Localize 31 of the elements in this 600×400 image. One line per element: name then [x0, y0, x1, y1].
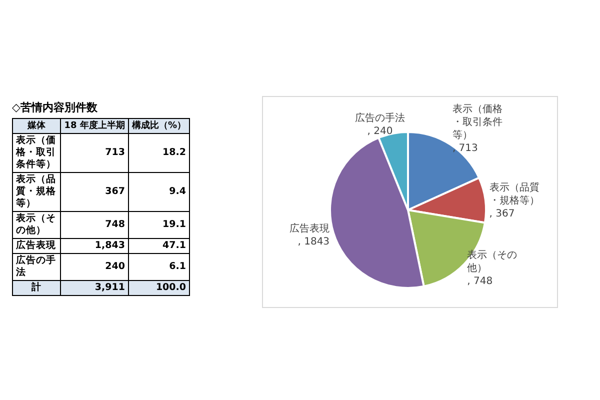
text: 構成比（%） — [128, 118, 190, 134]
data-label: , 713 — [452, 143, 478, 154]
slice-label: 広告表現 — [290, 222, 330, 234]
text: 媒体 — [12, 118, 61, 134]
text: 19.1 — [128, 212, 190, 238]
text: 18 年度上半期 — [60, 118, 128, 134]
data-label: , 1843 — [298, 236, 330, 248]
slice-label: 表示（品質・規格等） — [489, 181, 540, 206]
text: 9.4 — [128, 172, 190, 212]
slice-label: 表示（価格・取引条件等） — [452, 103, 502, 141]
text: 367 — [60, 172, 128, 212]
text: ◇苦情内容別件数 — [12, 100, 98, 115]
text: 3,911 — [60, 280, 128, 296]
text: 広告の手法 — [12, 254, 61, 280]
text: 100.0 — [128, 280, 190, 296]
text: 広告表現 — [12, 238, 61, 254]
text: 1,843 — [60, 238, 128, 254]
text: 表示（その他） — [12, 212, 61, 238]
text: 713 — [60, 134, 128, 172]
text: 表示（価格・取引条件等） — [12, 134, 61, 172]
text: 240 — [60, 254, 128, 280]
data-label: , 367 — [489, 208, 515, 220]
data-label: , 240 — [367, 126, 393, 137]
data-label: , 748 — [467, 276, 493, 287]
slice-label: 広告の手法 — [355, 112, 405, 124]
text: 計 — [12, 280, 61, 296]
text: 18.2 — [128, 134, 190, 172]
text: 748 — [60, 212, 128, 238]
text: 表示（品質・規格等） — [12, 172, 61, 212]
text: 47.1 — [128, 238, 190, 254]
text: 6.1 — [128, 254, 190, 280]
